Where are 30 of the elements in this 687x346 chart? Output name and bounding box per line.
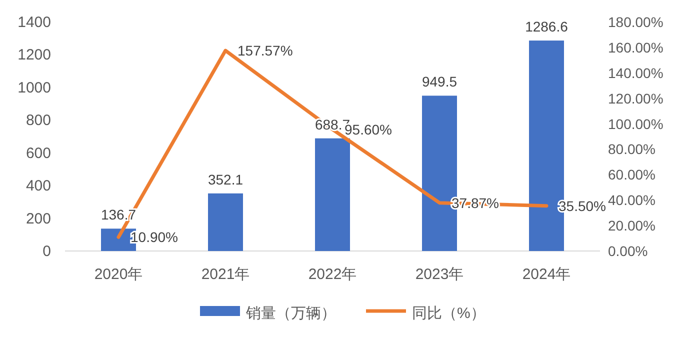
ytick: 0 (42, 243, 51, 260)
ytick: 600 (26, 144, 51, 162)
xtick: 2022年 (308, 266, 357, 283)
legend-label: 销量（万辆） (246, 305, 336, 322)
y2tick: 180.00% (608, 14, 664, 30)
data-label: 37.87% (452, 194, 499, 211)
y2tick: 60.00% (608, 166, 656, 183)
y2tick: 160.00% (608, 39, 664, 56)
ytick: 1000 (18, 79, 51, 96)
y2tick: 120.00% (608, 90, 664, 106)
data-label: 352.1 (208, 171, 244, 188)
data-label: 1286.6 (525, 18, 568, 35)
ytick: 400 (26, 178, 51, 195)
ytick: 1200 (18, 46, 51, 64)
y2tick: 80.00% (608, 141, 656, 158)
ytick: 200 (26, 210, 51, 228)
y2tick: 20.00% (608, 218, 656, 234)
xtick: 2024年 (522, 266, 571, 283)
xtick: 2023年 (415, 266, 464, 283)
y2tick: 100.00% (608, 116, 664, 132)
ytick: 800 (26, 112, 51, 130)
y2tick: 0.00% (608, 243, 648, 259)
data-label: 157.57% (238, 42, 293, 59)
ytick: 1400 (18, 14, 51, 31)
y2tick: 140.00% (608, 64, 664, 81)
legend-label: 同比（%） (412, 305, 486, 322)
y2tick: 40.00% (608, 192, 656, 208)
xtick: 2021年 (201, 266, 250, 283)
xtick: 2020年 (94, 266, 143, 283)
data-label: 949.5 (422, 74, 458, 90)
